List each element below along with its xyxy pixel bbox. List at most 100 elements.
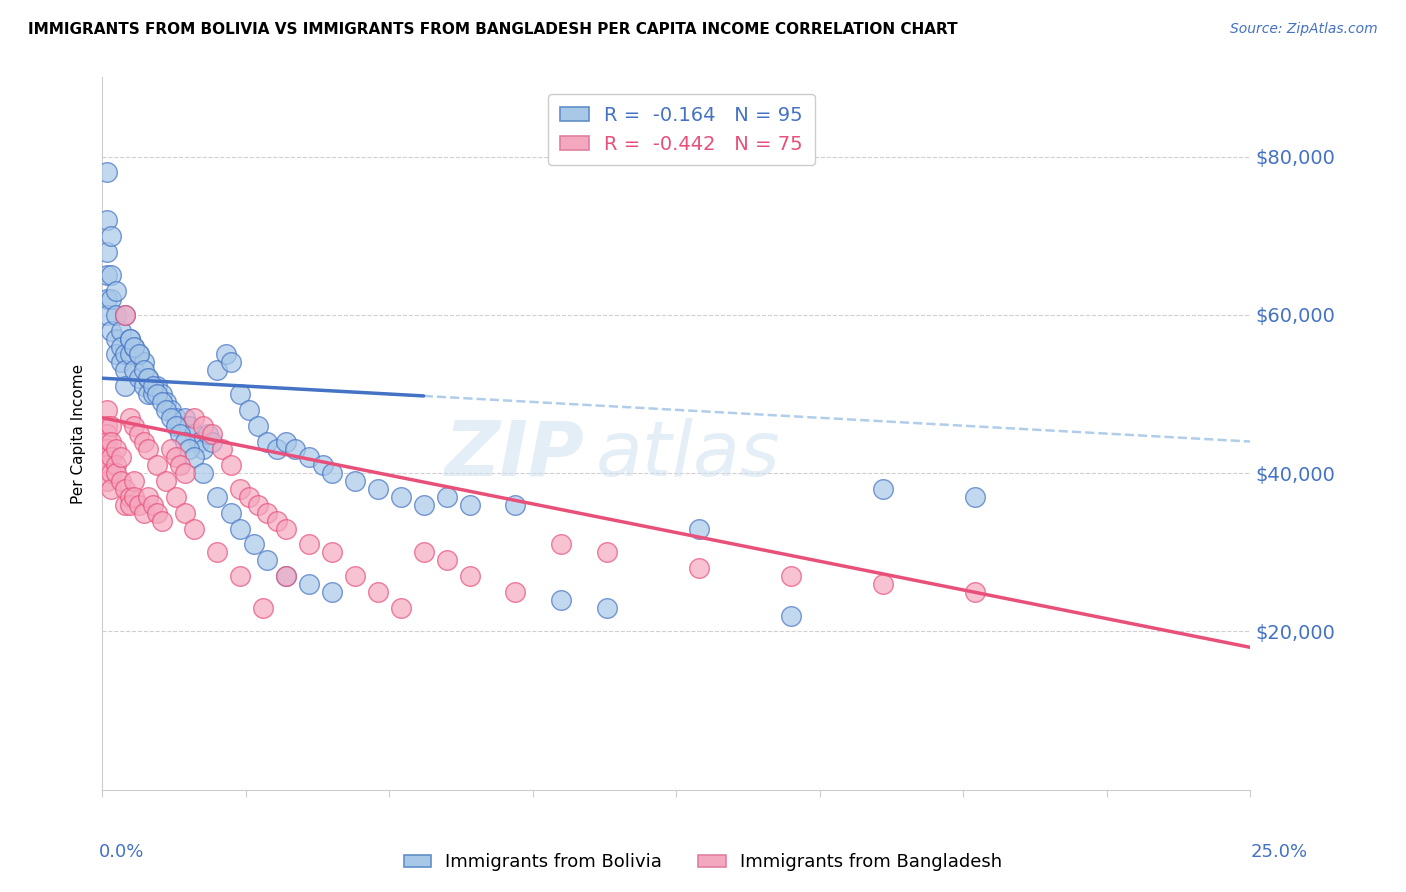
Point bbox=[155, 474, 177, 488]
Point bbox=[96, 213, 118, 227]
Point bbox=[780, 608, 803, 623]
Point bbox=[298, 450, 321, 465]
Point bbox=[114, 482, 136, 496]
Point bbox=[114, 308, 136, 322]
Text: 0.0%: 0.0% bbox=[98, 843, 143, 861]
Point bbox=[169, 426, 191, 441]
Point bbox=[173, 466, 195, 480]
Point bbox=[96, 244, 118, 259]
Point bbox=[173, 410, 195, 425]
Point bbox=[96, 450, 118, 465]
Point bbox=[114, 308, 136, 322]
Point bbox=[146, 458, 169, 473]
Point bbox=[389, 600, 412, 615]
Point bbox=[146, 379, 169, 393]
Point bbox=[110, 340, 132, 354]
Point bbox=[146, 506, 169, 520]
Point bbox=[114, 379, 136, 393]
Point bbox=[150, 395, 173, 409]
Point bbox=[688, 522, 710, 536]
Point bbox=[128, 347, 150, 361]
Point bbox=[256, 506, 278, 520]
Point bbox=[219, 506, 242, 520]
Point bbox=[124, 340, 146, 354]
Point bbox=[118, 347, 141, 361]
Point bbox=[132, 355, 155, 369]
Point bbox=[96, 434, 118, 449]
Point bbox=[389, 490, 412, 504]
Text: ZIP: ZIP bbox=[444, 418, 585, 492]
Point bbox=[114, 363, 136, 377]
Point bbox=[252, 600, 274, 615]
Point bbox=[963, 490, 986, 504]
Legend: R =  -0.164   N = 95, R =  -0.442   N = 75: R = -0.164 N = 95, R = -0.442 N = 75 bbox=[548, 95, 815, 165]
Point bbox=[274, 569, 297, 583]
Point bbox=[100, 482, 122, 496]
Point bbox=[229, 569, 252, 583]
Point bbox=[104, 347, 127, 361]
Point bbox=[104, 442, 127, 457]
Point bbox=[205, 545, 228, 559]
Legend: Immigrants from Bolivia, Immigrants from Bangladesh: Immigrants from Bolivia, Immigrants from… bbox=[396, 847, 1010, 879]
Point bbox=[142, 498, 165, 512]
Point bbox=[96, 426, 118, 441]
Point bbox=[96, 458, 118, 473]
Point bbox=[128, 371, 150, 385]
Point bbox=[505, 585, 527, 599]
Point bbox=[136, 371, 159, 385]
Point bbox=[124, 474, 146, 488]
Point bbox=[100, 228, 122, 243]
Point bbox=[550, 592, 572, 607]
Y-axis label: Per Capita Income: Per Capita Income bbox=[72, 364, 86, 504]
Point bbox=[96, 165, 118, 179]
Point bbox=[183, 410, 205, 425]
Point bbox=[165, 490, 187, 504]
Point bbox=[596, 600, 619, 615]
Point bbox=[132, 379, 155, 393]
Point bbox=[321, 585, 343, 599]
Point bbox=[238, 402, 260, 417]
Point bbox=[104, 458, 127, 473]
Point bbox=[110, 355, 132, 369]
Point bbox=[274, 569, 297, 583]
Point bbox=[96, 474, 118, 488]
Point bbox=[187, 434, 209, 449]
Point bbox=[110, 450, 132, 465]
Point bbox=[205, 363, 228, 377]
Point bbox=[193, 466, 215, 480]
Point bbox=[169, 418, 191, 433]
Point bbox=[118, 410, 141, 425]
Point bbox=[242, 537, 264, 551]
Text: 25.0%: 25.0% bbox=[1250, 843, 1308, 861]
Point bbox=[124, 363, 146, 377]
Point bbox=[100, 324, 122, 338]
Point bbox=[96, 268, 118, 283]
Point bbox=[201, 426, 224, 441]
Point bbox=[367, 585, 389, 599]
Point bbox=[229, 387, 252, 401]
Point bbox=[136, 371, 159, 385]
Point bbox=[100, 466, 122, 480]
Point bbox=[197, 426, 219, 441]
Point bbox=[104, 284, 127, 298]
Point bbox=[311, 458, 333, 473]
Point bbox=[128, 347, 150, 361]
Point bbox=[128, 498, 150, 512]
Point bbox=[155, 402, 177, 417]
Point bbox=[169, 458, 191, 473]
Point bbox=[146, 387, 169, 401]
Point bbox=[142, 387, 165, 401]
Point bbox=[247, 418, 270, 433]
Point bbox=[256, 553, 278, 567]
Point bbox=[229, 522, 252, 536]
Point bbox=[596, 545, 619, 559]
Point bbox=[165, 450, 187, 465]
Text: atlas: atlas bbox=[596, 418, 780, 492]
Point bbox=[110, 474, 132, 488]
Point bbox=[173, 434, 195, 449]
Point bbox=[436, 553, 458, 567]
Point bbox=[96, 308, 118, 322]
Point bbox=[100, 268, 122, 283]
Point bbox=[114, 498, 136, 512]
Point bbox=[458, 569, 481, 583]
